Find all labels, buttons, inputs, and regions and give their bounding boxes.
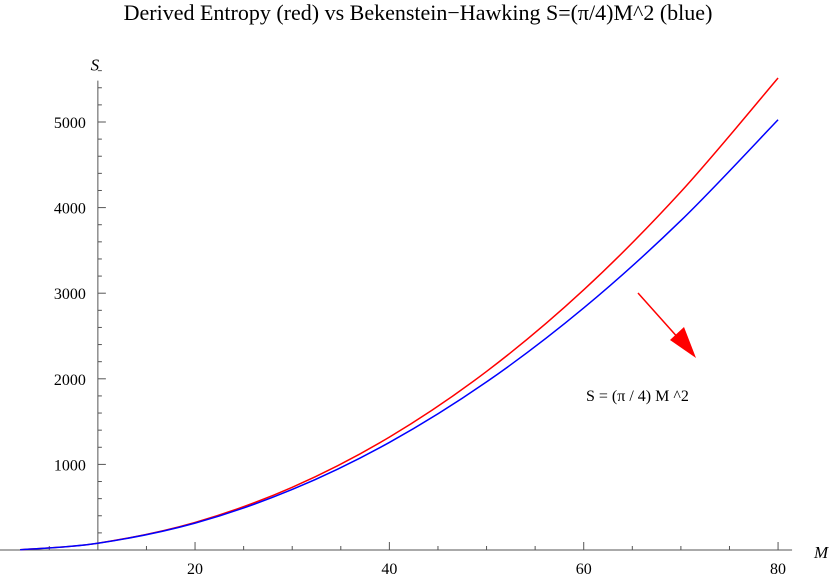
y-tick-label: 1000 <box>54 457 86 474</box>
chart-title: Derived Entropy (red) vs Bekenstein−Hawk… <box>123 0 713 25</box>
annotation-arrow-shaft <box>637 292 681 341</box>
annotation-arrow-head <box>670 327 696 358</box>
x-tick-label: 60 <box>576 561 592 578</box>
x-tick-label: 40 <box>381 561 397 578</box>
axes: 20 40 60 80 1000 2000 3000 4000 5000 M S <box>0 56 829 578</box>
y-tick-label: 2000 <box>54 372 86 389</box>
bekenstein-hawking-curve <box>20 119 779 551</box>
y-tick-label: 3000 <box>54 286 86 303</box>
curves <box>20 77 779 551</box>
x-tick-label: 20 <box>187 561 203 578</box>
y-tick-label: 5000 <box>54 115 86 132</box>
derived-entropy-curve <box>20 77 779 551</box>
x-axis-label: M <box>813 543 829 562</box>
x-tick-label: 80 <box>770 561 786 578</box>
annotation-label: S = (π / 4) M ^2 <box>586 388 689 405</box>
y-axis-label: S <box>91 56 100 75</box>
y-tick-label: 4000 <box>54 201 86 218</box>
annotation: S = (π / 4) M ^2 <box>586 292 696 405</box>
